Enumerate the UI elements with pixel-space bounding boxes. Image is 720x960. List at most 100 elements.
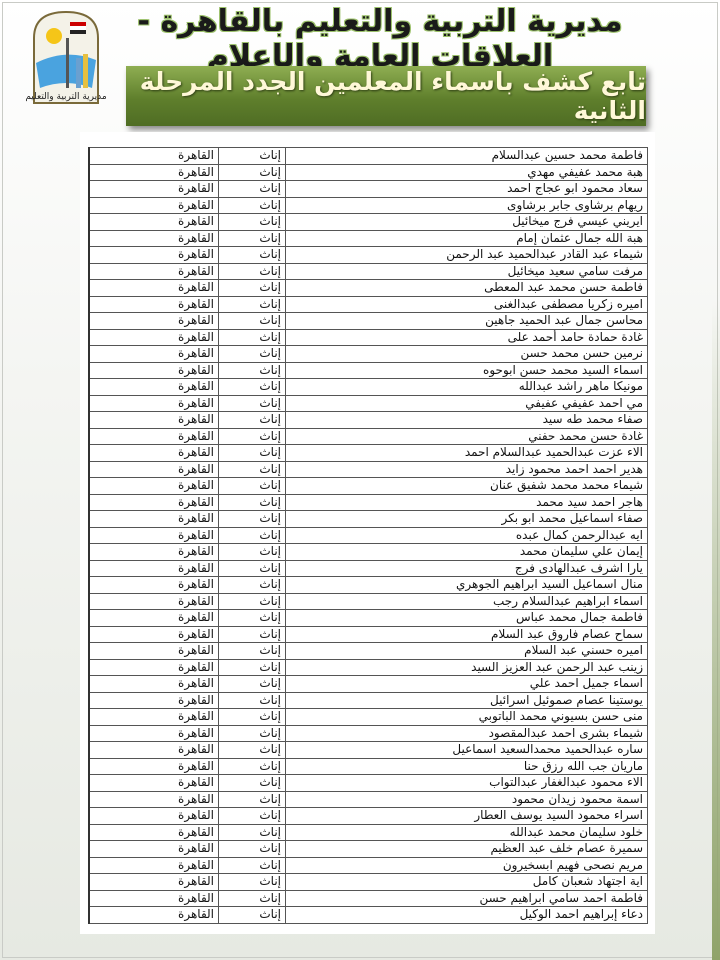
gender-cell: إناث: [218, 741, 286, 759]
gender-cell: إناث: [218, 345, 286, 363]
gender-cell: إناث: [218, 180, 286, 198]
name-cell: فاطمة احمد سامي ابراهيم حسن: [285, 889, 648, 907]
name-cell: اميره زكريا مصطفى عبدالغنى: [285, 295, 648, 313]
name-cell: إيمان علي سليمان محمد: [285, 543, 648, 561]
city-cell: القاهرة: [88, 592, 219, 610]
name-cell: اميره حسني عبد السلام: [285, 642, 648, 660]
city-cell: القاهرة: [88, 460, 219, 478]
city-cell: القاهرة: [88, 361, 219, 379]
city-cell: القاهرة: [88, 906, 219, 924]
name-cell: مي احمد عفيفي عفيفي: [285, 394, 648, 412]
name-cell: مريم نصحى فهيم ابسخيرون: [285, 856, 648, 874]
table-row: القاهرة إناث اسماء جميل احمد علي: [88, 675, 648, 693]
table-row: القاهرة إناث شيماء عبد القادر عبدالحميد عب…: [88, 246, 648, 264]
table-row: القاهرة إناث نرمين حسن محمد حسن: [88, 345, 648, 363]
table-row: القاهرة إناث منال اسماعيل السيد ابراهيم ال…: [88, 576, 648, 594]
decorative-edge: [712, 300, 720, 960]
name-cell: اسمة محمود زيدان محمود: [285, 790, 648, 808]
name-cell: صفاء اسماعيل محمد ابو بكر: [285, 510, 648, 528]
city-cell: القاهرة: [88, 790, 219, 808]
city-cell: القاهرة: [88, 807, 219, 825]
table-row: القاهرة إناث شيماء بشرى احمد عبدالمقصود: [88, 724, 648, 742]
name-cell: ايريني عيسي فرج ميخائيل: [285, 213, 648, 231]
gender-cell: إناث: [218, 213, 286, 231]
name-cell: منى حسن بسيوني محمد الباتوبي: [285, 708, 648, 726]
banner: تابع كشف باسماء المعلمين الجدد المرحلة ا…: [126, 66, 646, 126]
city-cell: القاهرة: [88, 675, 219, 693]
name-cell: ايه عبدالرحمن كمال عبده: [285, 526, 648, 544]
name-cell: سماح عصام فاروق عبد السلام: [285, 625, 648, 643]
gender-cell: إناث: [218, 823, 286, 841]
table-row: القاهرة إناث زينب عبد الرحمن عبد العزيز ال…: [88, 658, 648, 676]
city-cell: القاهرة: [88, 262, 219, 280]
gender-cell: إناث: [218, 889, 286, 907]
gender-cell: إناث: [218, 708, 286, 726]
name-cell: فاطمة جمال محمد عباس: [285, 609, 648, 627]
name-cell: غادة حسن محمد حفني: [285, 427, 648, 445]
name-cell: غادة حمادة حامد أحمد على: [285, 328, 648, 346]
name-cell: زينب عبد الرحمن عبد العزيز السيد: [285, 658, 648, 676]
gender-cell: إناث: [218, 840, 286, 858]
gender-cell: إناث: [218, 477, 286, 495]
table-row: القاهرة إناث اسراء محمود السيد يوسف العطار: [88, 807, 648, 825]
city-cell: القاهرة: [88, 526, 219, 544]
gender-cell: إناث: [218, 906, 286, 924]
city-cell: القاهرة: [88, 543, 219, 561]
city-cell: القاهرة: [88, 295, 219, 313]
gender-cell: إناث: [218, 873, 286, 891]
gender-cell: إناث: [218, 411, 286, 429]
table-row: القاهرة إناث مونيكا ماهر راشد عبدالله: [88, 378, 648, 396]
table-row: القاهرة إناث فاطمة حسن محمد عبد المعطى: [88, 279, 648, 297]
name-cell: هدير احمد احمد محمود زايد: [285, 460, 648, 478]
city-cell: القاهرة: [88, 576, 219, 594]
banner-title: تابع كشف باسماء المعلمين الجدد المرحلة ا…: [139, 67, 646, 125]
name-cell: اية اجتهاد شعبان كامل: [285, 873, 648, 891]
gender-cell: إناث: [218, 328, 286, 346]
gender-cell: إناث: [218, 460, 286, 478]
city-cell: القاهرة: [88, 444, 219, 462]
table-row: القاهرة إناث محاسن جمال عبد الحميد جاهين: [88, 312, 648, 330]
table-row: القاهرة إناث ماريان جب الله رزق حنا: [88, 757, 648, 775]
city-cell: القاهرة: [88, 658, 219, 676]
table-row: القاهرة إناث اية اجتهاد شعبان كامل: [88, 873, 648, 891]
city-cell: القاهرة: [88, 328, 219, 346]
city-cell: القاهرة: [88, 774, 219, 792]
gender-cell: إناث: [218, 378, 286, 396]
city-cell: القاهرة: [88, 609, 219, 627]
gender-cell: إناث: [218, 262, 286, 280]
document-sheet: القاهرة إناث فاطمة محمد حسين عبدالسلام القا…: [80, 132, 655, 934]
city-cell: القاهرة: [88, 411, 219, 429]
table-row: القاهرة إناث دعاء إبراهيم احمد الوكيل: [88, 906, 648, 924]
name-cell: خلود سليمان محمد عبدالله: [285, 823, 648, 841]
gender-cell: إناث: [218, 790, 286, 808]
table-row: القاهرة إناث غادة حمادة حامد أحمد على: [88, 328, 648, 346]
gender-cell: إناث: [218, 625, 286, 643]
city-cell: القاهرة: [88, 559, 219, 577]
name-cell: اسماء السيد محمد حسن ابوحوه: [285, 361, 648, 379]
table-row: القاهرة إناث ساره عبدالحميد محمدالسعيد اسم…: [88, 741, 648, 759]
gender-cell: إناث: [218, 543, 286, 561]
table-row: القاهرة إناث الاء عزت عبدالحميد عبدالسلام …: [88, 444, 648, 462]
gender-cell: إناث: [218, 856, 286, 874]
gender-cell: إناث: [218, 559, 286, 577]
gender-cell: إناث: [218, 642, 286, 660]
table-row: القاهرة إناث اسماء ابراهيم عبدالسلام رجب: [88, 592, 648, 610]
gender-cell: إناث: [218, 774, 286, 792]
table-row: القاهرة إناث مرفت سامي سعيد ميخائيل: [88, 262, 648, 280]
name-cell: هبة محمد عفيفي مهدي: [285, 163, 648, 181]
name-cell: اسراء محمود السيد يوسف العطار: [285, 807, 648, 825]
city-cell: القاهرة: [88, 345, 219, 363]
table-row: القاهرة إناث صفاء اسماعيل محمد ابو بكر: [88, 510, 648, 528]
city-cell: القاهرة: [88, 180, 219, 198]
city-cell: القاهرة: [88, 510, 219, 528]
gender-cell: إناث: [218, 510, 286, 528]
gender-cell: إناث: [218, 163, 286, 181]
name-cell: ريهام برشاوى جابر برشاوى: [285, 196, 648, 214]
city-cell: القاهرة: [88, 724, 219, 742]
table-row: القاهرة إناث سعاد محمود ابو عجاج احمد: [88, 180, 648, 198]
table-row: القاهرة إناث فاطمة احمد سامي ابراهيم حسن: [88, 889, 648, 907]
name-cell: شيماء محمد محمد شفيق عنان: [285, 477, 648, 495]
name-cell: يوستينا عصام صموئيل اسرائيل: [285, 691, 648, 709]
city-cell: القاهرة: [88, 856, 219, 874]
cairo-education-logo: [33, 10, 99, 104]
